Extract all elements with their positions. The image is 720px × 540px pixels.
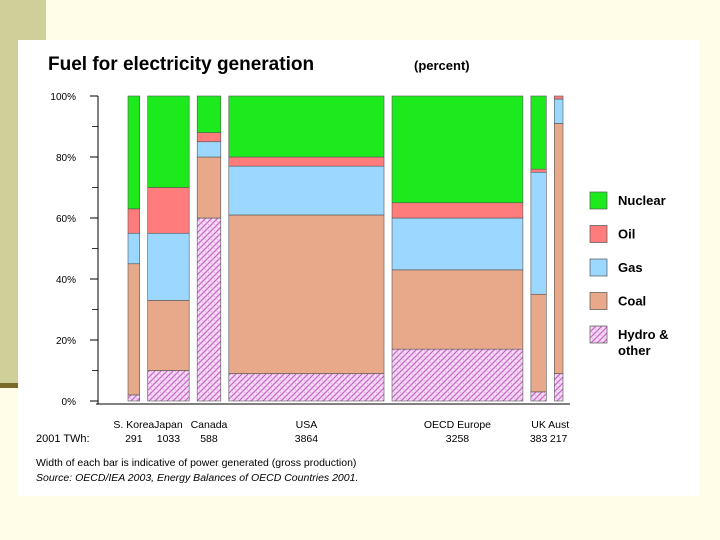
bar-canada	[196, 95, 222, 402]
source-note: Source: OECD/IEA 2003, Energy Balances o…	[36, 472, 358, 484]
segment-nuclear	[127, 95, 140, 210]
segment-nuclear	[147, 95, 190, 188]
y-tick-label: 80%	[56, 153, 76, 164]
x-category-label: USA	[296, 419, 318, 431]
x-twh-label: 3864	[295, 433, 319, 445]
legend-swatch	[589, 225, 608, 243]
x-twh-label: 383	[530, 433, 548, 445]
y-tick-label: 0%	[62, 397, 77, 408]
chart-title-unit: (percent)	[414, 58, 470, 73]
legend-label: Hydro & other	[618, 327, 669, 358]
segment-coal	[553, 123, 564, 374]
segment-coal	[196, 156, 222, 219]
segment-nuclear	[196, 95, 222, 133]
segment-oil	[196, 132, 222, 143]
x-twh-label: 3258	[446, 433, 470, 445]
x-axis-labels: S. Korea 291 Japan 1033 Canada 588 USA 3864 OECD…	[113, 419, 569, 445]
bar-usa	[228, 95, 385, 402]
legend-swatch	[589, 325, 608, 344]
segment-hydro-other	[553, 373, 564, 402]
legend-item: Coal	[589, 292, 646, 310]
segment-coal	[127, 263, 140, 396]
segment-oil	[530, 168, 547, 173]
segment-nuclear	[530, 95, 547, 170]
segment-coal	[530, 293, 547, 393]
x-category-label: OECD Europe	[424, 419, 491, 431]
legend-label: Oil	[618, 227, 635, 242]
x-twh-label: 291	[125, 433, 143, 445]
segment-oil	[228, 156, 385, 167]
legend-item: Gas	[589, 258, 643, 277]
segment-gas	[196, 141, 222, 158]
bar-oecd-europe	[391, 95, 524, 402]
segment-nuclear	[228, 95, 385, 158]
segment-oil	[127, 208, 140, 234]
x-category-label: Aust	[548, 419, 569, 431]
x-twh-label: 588	[200, 433, 218, 445]
segment-coal	[391, 269, 524, 350]
x-category-label: UK	[531, 419, 546, 431]
legend-label: Gas	[618, 260, 643, 275]
legend-item: Oil	[589, 225, 635, 243]
fuel-chart: Fuel for electricity generation (percent…	[36, 54, 669, 484]
bar-uk	[530, 95, 547, 402]
segment-coal	[228, 214, 385, 374]
x-category-label: Canada	[191, 419, 228, 431]
legend-label: Coal	[618, 294, 646, 309]
twh-row-label: 2001 TWh:	[36, 433, 90, 445]
segment-hydro-other	[196, 217, 222, 402]
segment-nuclear	[391, 95, 524, 204]
segment-oil	[147, 187, 190, 234]
segment-gas	[147, 232, 190, 301]
legend-swatch	[589, 292, 608, 310]
segment-gas	[391, 217, 524, 271]
x-category-label: Japan	[154, 419, 183, 431]
bar-groups	[127, 95, 564, 402]
legend-item: Hydro & other	[589, 325, 669, 358]
segment-hydro-other	[127, 394, 140, 402]
segment-gas	[127, 232, 140, 265]
bar-s-korea	[127, 95, 140, 402]
segment-hydro-other	[391, 348, 524, 402]
segment-gas	[228, 165, 385, 216]
segment-hydro-other	[147, 370, 190, 402]
y-tick-label: 20%	[56, 336, 76, 347]
bar-aust	[553, 95, 564, 402]
legend-item: Nuclear	[589, 191, 666, 210]
x-twh-label: 1033	[157, 433, 181, 445]
segment-hydro-other	[228, 373, 385, 402]
footnote: Width of each bar is indicative of power…	[36, 457, 356, 469]
bar-japan	[147, 95, 190, 402]
segment-coal	[147, 300, 190, 371]
legend-swatch	[589, 191, 608, 210]
segment-gas	[530, 171, 547, 295]
segment-oil	[553, 95, 564, 100]
legend-label: Nuclear	[618, 193, 666, 208]
x-twh-label: 217	[550, 433, 568, 445]
legend: Nuclear Oil Gas Coal Hydro & other	[589, 191, 669, 358]
y-tick-label: 60%	[56, 214, 76, 225]
segment-gas	[553, 98, 564, 124]
y-tick-label: 100%	[50, 92, 76, 103]
segment-oil	[391, 202, 524, 219]
y-axis: 0% 20% 40% 60% 80% 100%	[50, 92, 570, 408]
x-category-label: S. Korea	[113, 419, 154, 431]
legend-swatch	[589, 258, 608, 277]
chart-panel: Fuel for electricity generation (percent…	[18, 40, 700, 496]
chart-title: Fuel for electricity generation	[48, 54, 314, 75]
y-tick-label: 40%	[56, 275, 76, 286]
segment-hydro-other	[530, 391, 547, 402]
